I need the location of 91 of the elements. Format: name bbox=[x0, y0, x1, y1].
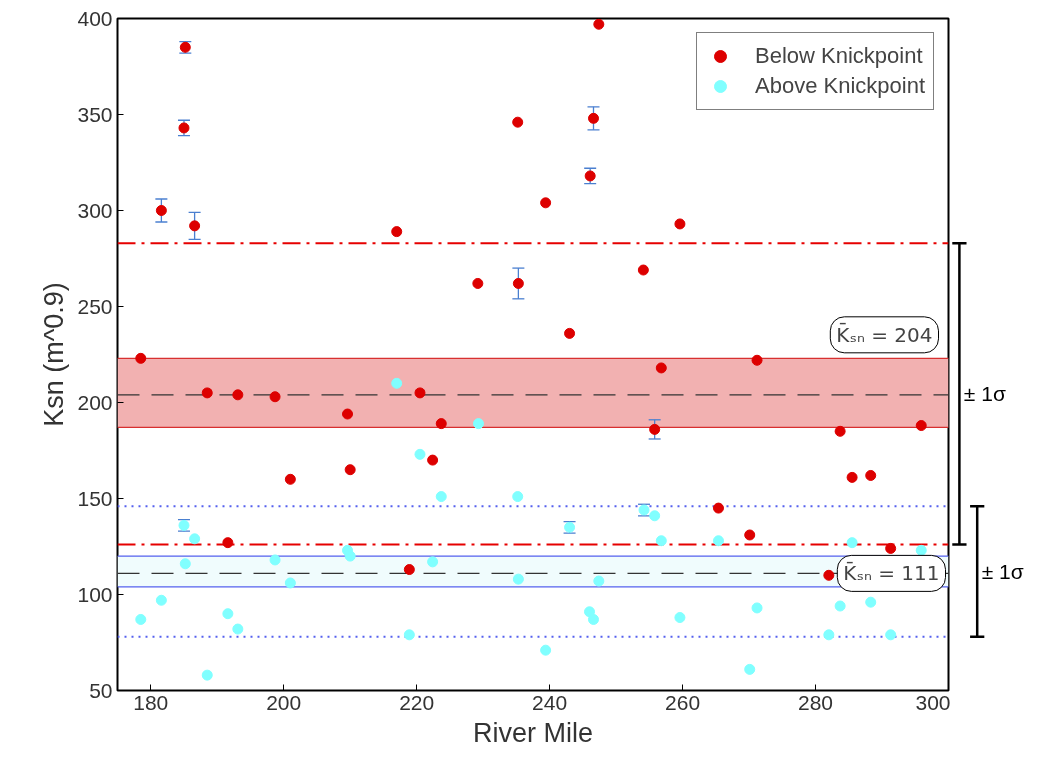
point bbox=[712, 535, 724, 547]
x-tick-label: 280 bbox=[798, 690, 834, 714]
point bbox=[403, 564, 415, 576]
point bbox=[593, 575, 605, 587]
point bbox=[885, 629, 897, 641]
point bbox=[649, 510, 661, 522]
x-axis-title: River Mile bbox=[472, 717, 594, 748]
point bbox=[222, 537, 234, 549]
point bbox=[344, 550, 356, 562]
point bbox=[655, 535, 667, 547]
point bbox=[846, 471, 858, 483]
point bbox=[414, 387, 426, 399]
point bbox=[342, 408, 354, 420]
point bbox=[674, 218, 686, 230]
point bbox=[155, 594, 167, 606]
point bbox=[915, 544, 927, 556]
point bbox=[189, 220, 201, 232]
point bbox=[472, 277, 484, 289]
point bbox=[284, 577, 296, 589]
point bbox=[344, 464, 356, 476]
point bbox=[564, 327, 576, 339]
x-tick-label: 240 bbox=[532, 690, 568, 714]
point bbox=[427, 556, 439, 568]
point bbox=[865, 469, 877, 481]
text: ± 1σ bbox=[963, 382, 1006, 406]
point bbox=[414, 448, 426, 460]
point bbox=[179, 558, 191, 570]
point bbox=[865, 596, 877, 608]
point bbox=[751, 602, 763, 614]
point bbox=[674, 612, 686, 624]
point bbox=[823, 569, 835, 581]
point bbox=[391, 377, 403, 389]
point bbox=[189, 533, 201, 545]
ref-line-label: K̄ₛₙ = 111 bbox=[843, 560, 940, 586]
legend-label: Above Knickpoint bbox=[755, 73, 925, 99]
point bbox=[201, 387, 213, 399]
point bbox=[222, 608, 234, 620]
point bbox=[744, 663, 756, 675]
y-tick-label: 100 bbox=[77, 582, 113, 606]
ref-line-label: K̄ₛₙ = 204 bbox=[836, 322, 933, 347]
point bbox=[435, 491, 447, 503]
text: ± 1σ bbox=[981, 559, 1024, 583]
x-tick-label: 180 bbox=[133, 690, 169, 714]
point bbox=[201, 669, 213, 681]
point bbox=[834, 600, 846, 612]
point bbox=[284, 473, 296, 485]
y-tick-label: 150 bbox=[77, 486, 113, 510]
point bbox=[403, 629, 415, 641]
point bbox=[427, 454, 439, 466]
point bbox=[391, 226, 403, 238]
point bbox=[512, 491, 524, 503]
point bbox=[744, 529, 756, 541]
point bbox=[135, 613, 147, 625]
point bbox=[472, 418, 484, 430]
legend-label: Below Knickpoint bbox=[755, 43, 923, 69]
x-tick-label: 200 bbox=[266, 690, 302, 714]
point bbox=[135, 352, 147, 364]
x-tick-label: 300 bbox=[915, 690, 951, 714]
point bbox=[823, 629, 835, 641]
y-tick-label: 400 bbox=[77, 6, 113, 30]
point bbox=[649, 423, 661, 435]
point bbox=[885, 542, 897, 554]
point bbox=[712, 502, 724, 514]
point bbox=[232, 623, 244, 635]
point bbox=[751, 354, 763, 366]
point bbox=[593, 18, 605, 30]
point bbox=[232, 389, 244, 401]
point bbox=[588, 613, 599, 625]
point bbox=[269, 554, 281, 566]
point bbox=[540, 644, 552, 656]
point bbox=[155, 205, 167, 216]
x-tick-label: 220 bbox=[399, 690, 435, 714]
point bbox=[834, 425, 846, 437]
point bbox=[915, 420, 927, 432]
point bbox=[655, 362, 667, 374]
point bbox=[540, 197, 552, 209]
point bbox=[512, 116, 524, 128]
point bbox=[269, 391, 281, 403]
point bbox=[846, 537, 858, 549]
y-tick-label: 250 bbox=[77, 294, 113, 318]
y-tick-label: 200 bbox=[77, 390, 113, 414]
point bbox=[512, 573, 524, 585]
point bbox=[435, 418, 447, 430]
y-axis-title: Ksn (m^0.9) bbox=[39, 282, 70, 427]
point bbox=[512, 277, 524, 289]
point bbox=[588, 112, 599, 124]
x-tick-label: 260 bbox=[665, 690, 701, 714]
point bbox=[637, 264, 649, 276]
y-tick-label: 50 bbox=[89, 678, 113, 702]
y-tick-label: 350 bbox=[77, 102, 113, 126]
y-tick-label: 300 bbox=[77, 198, 113, 222]
